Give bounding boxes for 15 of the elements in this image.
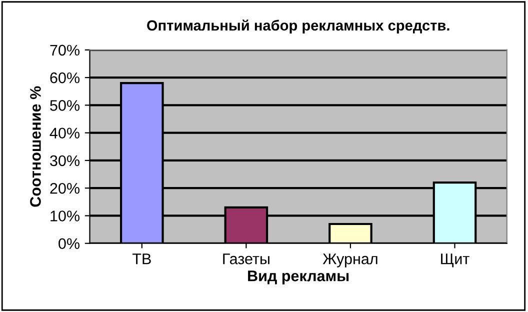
- x-tick-label: Журнал: [322, 254, 378, 268]
- x-tick-label: Щит: [441, 254, 470, 268]
- y-tick-label: 40%: [50, 128, 80, 139]
- chart-title: Оптимальный набор рекламных средств.: [147, 20, 450, 34]
- x-tick-label: ТВ: [132, 254, 151, 264]
- y-axis-title: Соотношение %: [30, 86, 41, 207]
- y-tick-label: 70%: [50, 44, 80, 56]
- y-tick-label: 60%: [50, 72, 80, 84]
- y-tick-label: 10%: [50, 210, 80, 222]
- x-axis-title: Вид рекламы: [248, 270, 349, 284]
- y-tick-label: 0%: [58, 238, 80, 250]
- x-tick-label: Газеты: [223, 254, 270, 264]
- y-tick-label: 50%: [50, 100, 80, 111]
- y-tick-label: 30%: [50, 155, 80, 166]
- y-tick-label: 20%: [50, 182, 80, 194]
